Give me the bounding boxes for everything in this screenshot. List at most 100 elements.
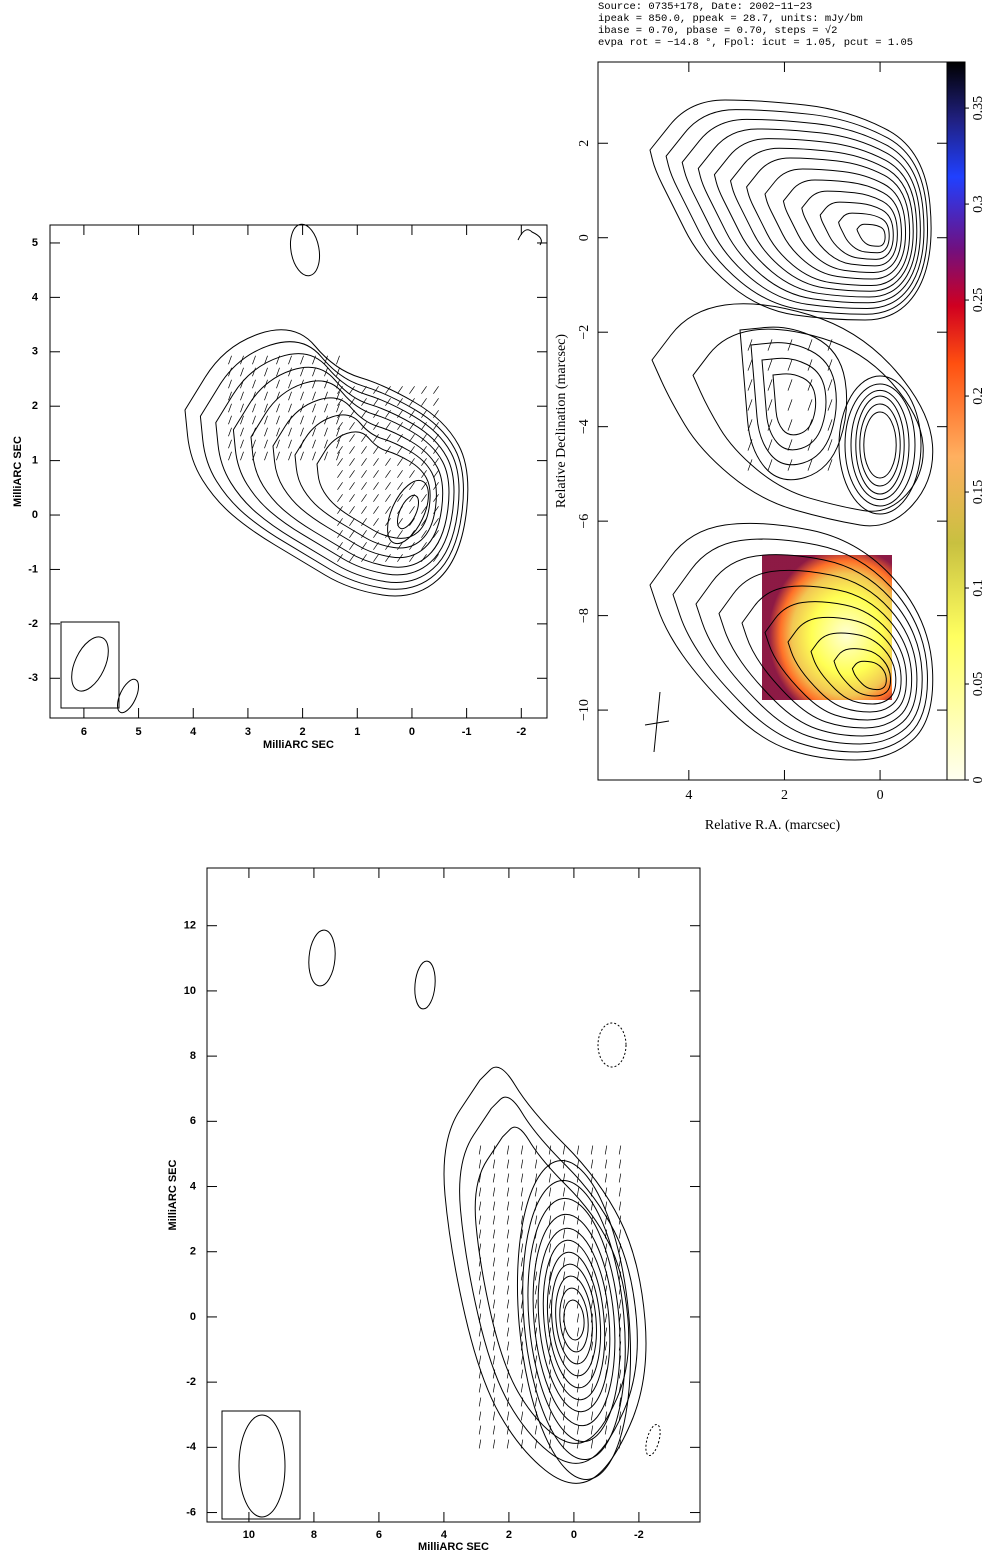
polarization-vector <box>492 1313 496 1323</box>
x-tick-label: 2 <box>300 726 306 738</box>
polarization-vector <box>506 1439 510 1449</box>
polarization-vector <box>590 1215 594 1225</box>
polarization-vector <box>397 518 403 526</box>
polarization-vector <box>520 1243 524 1253</box>
polarization-vector <box>534 1341 538 1351</box>
polarization-vector <box>288 415 292 425</box>
polarization-vector <box>276 427 280 437</box>
polarization-vector <box>492 1439 496 1449</box>
polarization-vector <box>604 1201 608 1211</box>
polarization-vector <box>349 482 355 490</box>
polarization-vector <box>548 1271 552 1281</box>
x-tick-label: -2 <box>516 726 526 738</box>
polarization-vector <box>228 355 232 365</box>
polarization-vector <box>590 1369 594 1379</box>
polarization-vector <box>534 1439 538 1449</box>
y-tick-label: -4 <box>186 1441 197 1453</box>
polarization-vector <box>409 398 415 406</box>
polarization-vector <box>534 1411 538 1421</box>
polarization-vector <box>240 403 244 413</box>
polarization-vector <box>506 1173 510 1183</box>
polarization-vector <box>562 1145 566 1155</box>
polarization-vector <box>337 542 343 550</box>
polarization-vector <box>421 530 427 538</box>
polarization-vector <box>337 506 343 514</box>
polarization-vector <box>409 410 415 418</box>
polarization-vector <box>288 403 292 413</box>
polarization-vector <box>373 530 379 538</box>
polarization-vector <box>478 1159 482 1169</box>
polarization-vector <box>604 1369 608 1379</box>
polarization-vector <box>604 1439 608 1449</box>
contour <box>741 585 913 729</box>
polarization-vector <box>373 494 379 502</box>
polarization-vector <box>747 379 753 391</box>
plot-frame <box>49 224 548 719</box>
contour <box>517 229 542 246</box>
polarization-vector <box>562 1173 566 1183</box>
colorbar-tick-label: 0.05 <box>971 672 985 697</box>
polarization-vector <box>618 1425 622 1435</box>
contour <box>474 1126 630 1444</box>
polarization-vector <box>787 359 793 371</box>
polarization-map <box>762 555 892 700</box>
contour <box>551 1263 597 1377</box>
polarization-vector <box>604 1257 608 1267</box>
polarization-vector <box>562 1187 566 1197</box>
polarization-vector <box>397 446 403 454</box>
polarization-vector <box>562 1243 566 1253</box>
polarization-vector <box>534 1257 538 1267</box>
polarization-vector <box>397 398 403 406</box>
polarization-vector <box>409 542 415 550</box>
polarization-vector <box>361 398 367 406</box>
polarization-vector <box>506 1187 510 1197</box>
polarization-vector <box>349 446 355 454</box>
polarization-vector <box>506 1257 510 1267</box>
polarization-vector <box>409 422 415 430</box>
contour <box>856 223 886 247</box>
polarization-vector <box>300 427 304 437</box>
polarization-vector <box>373 410 379 418</box>
polarization-vector <box>421 554 427 562</box>
polarization-vector <box>478 1201 482 1211</box>
polarization-vector <box>361 530 367 538</box>
polarization-vector <box>252 415 256 425</box>
contour <box>649 522 934 761</box>
polarization-vector <box>421 494 427 502</box>
polarization-vector <box>604 1327 608 1337</box>
polarization-vector <box>433 494 439 502</box>
polarization-vector <box>252 379 256 389</box>
y-axis-label: MilliARC SEC <box>12 436 24 507</box>
polarization-vector <box>349 530 355 538</box>
polarization-vector <box>336 391 340 401</box>
polarization-vector <box>576 1439 580 1449</box>
polarization-vector <box>506 1313 510 1323</box>
polarization-vector <box>397 386 403 394</box>
polarization-vector <box>548 1159 552 1169</box>
contour <box>232 366 455 576</box>
y-tick-label: 2 <box>32 400 38 412</box>
polarization-vector <box>361 386 367 394</box>
polarization-vector <box>562 1341 566 1351</box>
polarization-vector <box>534 1201 538 1211</box>
colorbar-tick-label: 0 <box>971 777 985 784</box>
contour <box>597 1022 627 1068</box>
polarization-vector <box>349 434 355 442</box>
polarization-vector <box>300 367 304 377</box>
polarization-vector <box>618 1201 622 1211</box>
contour <box>649 99 932 321</box>
polarization-vector <box>618 1383 622 1393</box>
polarization-vector <box>228 391 232 401</box>
polarization-vector <box>361 554 367 562</box>
polarization-vector <box>385 386 391 394</box>
polarization-vector <box>349 506 355 514</box>
contour <box>746 157 911 287</box>
polarization-vector <box>478 1229 482 1239</box>
polarization-vector <box>409 530 415 538</box>
polarization-vector <box>361 518 367 526</box>
polarization-vector <box>534 1383 538 1393</box>
colorbar-tick-label: 0.2 <box>971 387 985 405</box>
polarization-vector <box>492 1271 496 1281</box>
polarization-vector <box>520 1201 524 1211</box>
